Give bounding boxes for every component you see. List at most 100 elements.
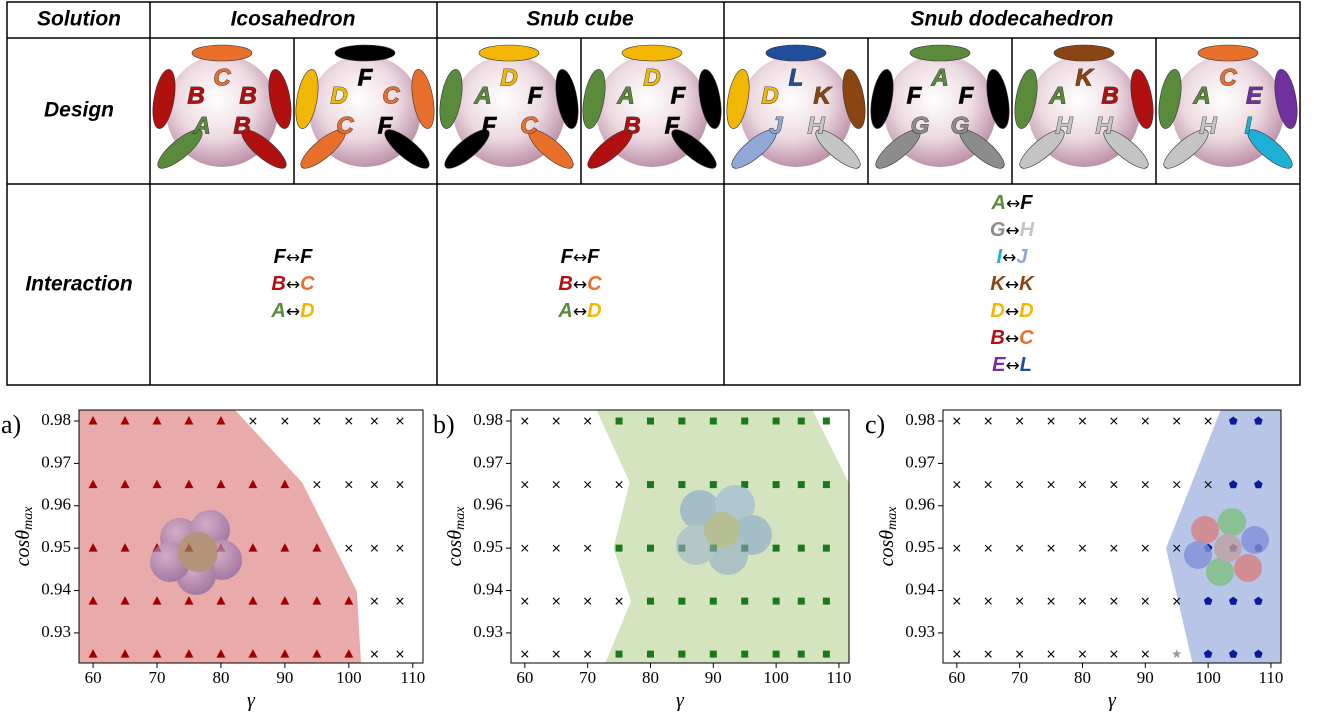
patch-letter: H xyxy=(1095,112,1113,139)
patch xyxy=(444,129,490,169)
marker-cross xyxy=(552,650,560,658)
patch xyxy=(555,69,579,129)
marker-square xyxy=(772,650,780,658)
axes-frame xyxy=(510,409,850,664)
marker-square xyxy=(646,650,654,658)
y-tick-label: 0.94 xyxy=(473,579,503,598)
patch-letter: F xyxy=(378,112,394,139)
marker-square xyxy=(615,650,623,658)
patch xyxy=(698,69,722,129)
patch xyxy=(1019,129,1065,169)
patch-letter: C xyxy=(382,82,400,109)
marker-square xyxy=(741,417,749,425)
interaction-pair: K↔K xyxy=(990,273,1035,295)
interaction-pair: B↔C xyxy=(558,273,602,295)
interaction-letter: F xyxy=(587,246,600,268)
marker-triangle xyxy=(216,416,226,425)
y-tick-label: 0.98 xyxy=(41,410,71,429)
header-cell: Solution xyxy=(37,8,121,31)
interaction-letter: A xyxy=(557,300,572,322)
marker-cross xyxy=(396,480,404,489)
header-cell: Snub cube xyxy=(526,8,634,31)
patch-letter: A xyxy=(192,112,210,139)
patch-letter: C xyxy=(336,112,354,139)
y-tick-label: 0.95 xyxy=(473,537,503,556)
patch xyxy=(909,44,971,62)
marker-cross xyxy=(1141,597,1149,605)
marker-cross xyxy=(1173,417,1181,425)
patch-letter: A xyxy=(1192,82,1210,109)
x-tick-label: 110 xyxy=(827,668,852,687)
interaction-letter: A xyxy=(270,300,285,322)
patch xyxy=(1274,69,1298,129)
patch xyxy=(726,69,750,129)
patch xyxy=(439,69,463,129)
marker-square xyxy=(772,481,780,489)
marker-cross xyxy=(953,544,961,552)
y-tick-label: 0.97 xyxy=(41,452,71,471)
marker-cross xyxy=(1078,480,1087,489)
interaction-letter: D xyxy=(587,300,601,322)
marker-triangle xyxy=(344,649,354,658)
y-tick-label: 0.96 xyxy=(473,495,503,514)
patch-letter: B xyxy=(623,112,640,139)
interaction-letter: F xyxy=(561,246,574,268)
patch xyxy=(1197,44,1259,62)
marker-cross xyxy=(1047,544,1055,552)
x-axis-label: γ xyxy=(676,690,685,712)
x-axis-label: γ xyxy=(247,690,256,712)
marker-cross xyxy=(552,417,560,425)
y-tick-label: 0.98 xyxy=(905,410,935,429)
marker-cross xyxy=(1047,417,1055,425)
marker-square xyxy=(822,481,830,489)
design-sphere: ACE H I xyxy=(1158,44,1298,169)
interaction-letter: K xyxy=(990,273,1006,295)
marker-triangle xyxy=(312,543,322,552)
patch xyxy=(528,129,574,169)
marker-square xyxy=(709,417,717,425)
marker-cross xyxy=(953,597,961,605)
marker-triangle xyxy=(152,596,162,605)
interaction-letter: B xyxy=(990,327,1004,349)
patch xyxy=(870,69,894,129)
patch xyxy=(241,129,287,169)
patch-letter: F xyxy=(482,112,498,139)
x-tick-label: 90 xyxy=(276,668,293,687)
patch-letter: C xyxy=(1219,64,1237,91)
patch-letter: A xyxy=(1048,82,1066,109)
marker-triangle xyxy=(88,416,98,425)
marker-triangle xyxy=(120,543,130,552)
interaction-letter: J xyxy=(1016,246,1028,268)
x-tick-label: 60 xyxy=(948,668,965,687)
marker-triangle xyxy=(248,596,258,605)
marker-triangle xyxy=(88,649,98,658)
interaction-arrow: ↔ xyxy=(1006,194,1020,214)
interaction-arrow: ↔ xyxy=(286,275,300,295)
marker-cross xyxy=(396,544,404,552)
interaction-pair: B↔C xyxy=(271,273,315,295)
patch-letter: D xyxy=(761,82,778,109)
y-tick-label: 0.94 xyxy=(41,579,71,598)
patch xyxy=(671,129,717,169)
panel-label: b) xyxy=(433,410,455,439)
marker-pentagon xyxy=(1228,416,1238,425)
marker-triangle xyxy=(216,649,226,658)
marker-square xyxy=(822,597,830,605)
marker-square xyxy=(678,481,686,489)
x-tick-label: 100 xyxy=(336,668,362,687)
interaction-letter: G xyxy=(990,219,1006,241)
marker-cross xyxy=(953,650,961,658)
interaction-letter: D xyxy=(990,300,1004,322)
interaction-letter: F xyxy=(1020,192,1033,214)
marker-cross xyxy=(1173,480,1181,489)
marker-cross xyxy=(1078,650,1087,658)
patch-letter: B xyxy=(1101,82,1118,109)
marker-cross xyxy=(584,480,592,489)
row-label: Design xyxy=(44,99,114,122)
y-tick-label: 0.97 xyxy=(905,452,935,471)
marker-square xyxy=(709,650,717,658)
marker-square xyxy=(646,481,654,489)
y-tick-label: 0.97 xyxy=(473,452,503,471)
interaction-pair: A↔F xyxy=(991,192,1034,214)
marker-triangle xyxy=(248,649,258,658)
